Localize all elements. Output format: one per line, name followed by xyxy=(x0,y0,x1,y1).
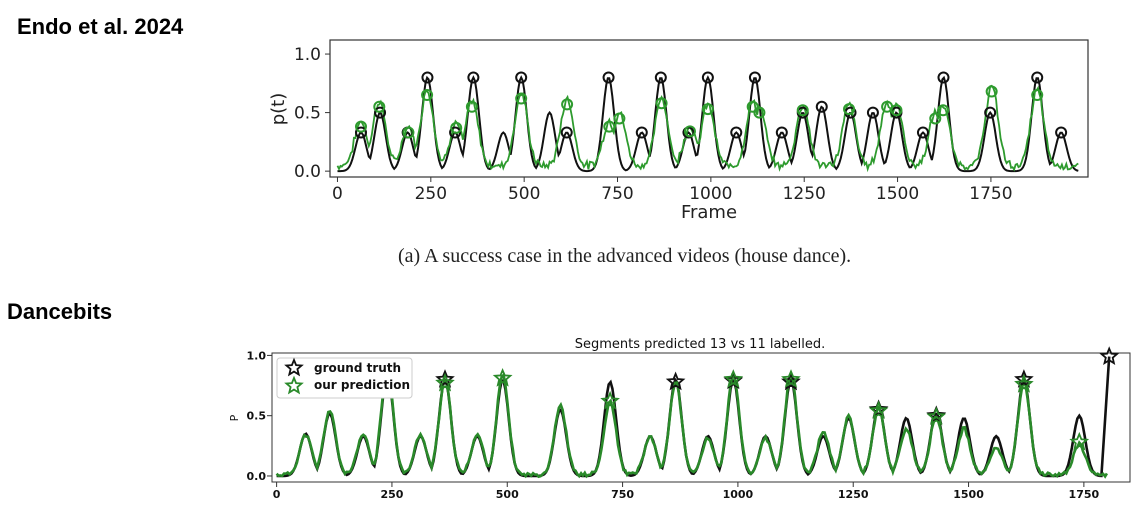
x-tick-label: 1000 xyxy=(723,488,754,501)
legend-star-truth-icon xyxy=(284,357,304,377)
dancebits-prediction-line xyxy=(275,367,1109,479)
endo-prediction-marker xyxy=(683,125,696,138)
dancebits-truth-star xyxy=(1099,346,1120,366)
endo-truth-marker xyxy=(354,126,367,139)
endo-truth-marker xyxy=(916,126,929,139)
endo-truth-marker xyxy=(984,106,997,119)
x-tick-label: 250 xyxy=(415,184,447,204)
legend-star-prediction-icon xyxy=(284,375,304,395)
endo-prediction-marker xyxy=(753,106,766,119)
endo-prediction-marker xyxy=(373,100,386,113)
endo-prediction-marker xyxy=(701,103,714,116)
x-tick-label: 0 xyxy=(332,184,343,204)
endo-truth-marker xyxy=(560,126,573,139)
x-tick-label: 1500 xyxy=(876,184,919,204)
endo-truth-marker xyxy=(866,106,879,119)
endo-prediction-marker xyxy=(450,121,463,134)
chart-endo: 0 250 500 750 1000 1250 1500 1750 0.0 0.5 1.0 Fram… xyxy=(268,39,1089,223)
endo-prediction-marker xyxy=(929,112,942,125)
x-tick-label: 500 xyxy=(508,184,540,204)
dancebits-truth-star xyxy=(665,371,686,391)
dancebits-truth-star xyxy=(926,405,947,425)
x-tick-label: 1750 xyxy=(1069,488,1100,501)
y-tick-label: 0.5 xyxy=(294,104,321,124)
x-tick-label: 250 xyxy=(380,488,403,501)
x-tick-label: 1250 xyxy=(838,488,869,501)
endo-prediction-marker xyxy=(613,112,626,125)
endo-prediction-marker xyxy=(796,104,809,117)
endo-prediction-marker xyxy=(746,100,759,113)
dancebits-prediction-star xyxy=(492,367,513,387)
y-tick-label: 1.0 xyxy=(294,45,321,65)
endo-truth-marker xyxy=(635,126,648,139)
dancebits-truth-star xyxy=(435,369,455,388)
x-tick-label: 1500 xyxy=(953,488,984,501)
endo-truth-marker xyxy=(815,100,828,113)
endo-truth-marker xyxy=(937,71,950,84)
endo-truth-marker xyxy=(748,71,761,84)
endo-truth-marker xyxy=(449,126,462,139)
endo-prediction-marker xyxy=(890,104,903,117)
endo-prediction-marker xyxy=(937,104,950,117)
x-tick-label: 500 xyxy=(496,488,519,501)
legend-label-prediction: our prediction xyxy=(314,378,410,392)
dancebits-heading: Dancebits xyxy=(7,299,113,324)
x-tick-label: 1000 xyxy=(689,184,732,204)
endo-truth-marker xyxy=(775,126,788,139)
endo-truth-line xyxy=(337,75,1079,173)
endo-prediction-marker xyxy=(421,89,434,102)
chart-endo-ylabel: p(t) xyxy=(268,93,289,126)
endo-truth-marker xyxy=(701,71,714,84)
chart-endo-xlabel: Frame xyxy=(681,202,737,223)
dancebits-prediction-star xyxy=(435,372,455,392)
endo-prediction-marker xyxy=(515,92,528,105)
endo-heading: Endo et al. 2024 xyxy=(17,14,184,39)
dancebits-prediction-star xyxy=(1069,431,1090,451)
chart-dancebits-legend: ground truth our prediction xyxy=(276,357,413,399)
y-tick-label: 0.0 xyxy=(294,162,321,182)
endo-truth-marker xyxy=(1055,126,1068,139)
endo-prediction-marker xyxy=(465,100,478,113)
y-tick-label: 1.0 xyxy=(247,349,267,362)
legend-box xyxy=(276,357,413,399)
chart-dancebits-ylabel: P xyxy=(228,414,241,421)
chart-endo-frame xyxy=(329,39,1089,178)
x-tick-label: 1750 xyxy=(969,184,1012,204)
legend-label-truth: ground truth xyxy=(314,361,401,375)
dancebits-prediction-star xyxy=(868,400,889,420)
chart-dancebits: Segments predicted 13 vs 11 labelled. 0 2… xyxy=(228,337,1131,501)
endo-truth-marker xyxy=(467,71,480,84)
endo-prediction-marker xyxy=(354,120,367,133)
endo-prediction-marker xyxy=(561,98,574,111)
dancebits-truth-star xyxy=(868,399,889,418)
figure-caption: (a) A success case in the advanced video… xyxy=(398,245,852,267)
dancebits-prediction-star xyxy=(723,369,744,388)
endo-prediction-marker xyxy=(402,126,415,139)
endo-truth-marker xyxy=(602,71,615,84)
endo-truth-marker xyxy=(374,106,387,119)
endo-prediction-marker xyxy=(603,120,616,133)
chart-dancebits-title: Segments predicted 13 vs 11 labelled. xyxy=(575,337,826,352)
dancebits-prediction-star xyxy=(926,406,947,426)
endo-truth-marker xyxy=(730,126,743,139)
dancebits-prediction-star xyxy=(781,369,801,388)
x-tick-label: 750 xyxy=(611,488,634,501)
endo-truth-marker xyxy=(515,71,528,84)
endo-prediction-marker xyxy=(1031,89,1044,102)
y-tick-label: 0.5 xyxy=(247,410,267,423)
endo-truth-marker xyxy=(421,71,434,84)
endo-prediction-marker xyxy=(655,97,668,110)
y-tick-label: 0.0 xyxy=(247,470,267,483)
dancebits-prediction-star xyxy=(600,390,620,410)
endo-truth-marker xyxy=(1031,71,1044,84)
x-tick-label: 0 xyxy=(273,488,281,501)
x-tick-label: 750 xyxy=(601,184,633,204)
x-tick-label: 1250 xyxy=(783,184,826,204)
endo-prediction-marker xyxy=(843,103,856,116)
endo-prediction-marker xyxy=(985,85,998,98)
endo-truth-marker xyxy=(654,71,667,84)
dancebits-prediction-star xyxy=(1014,373,1034,393)
dancebits-truth-star xyxy=(1014,369,1034,388)
